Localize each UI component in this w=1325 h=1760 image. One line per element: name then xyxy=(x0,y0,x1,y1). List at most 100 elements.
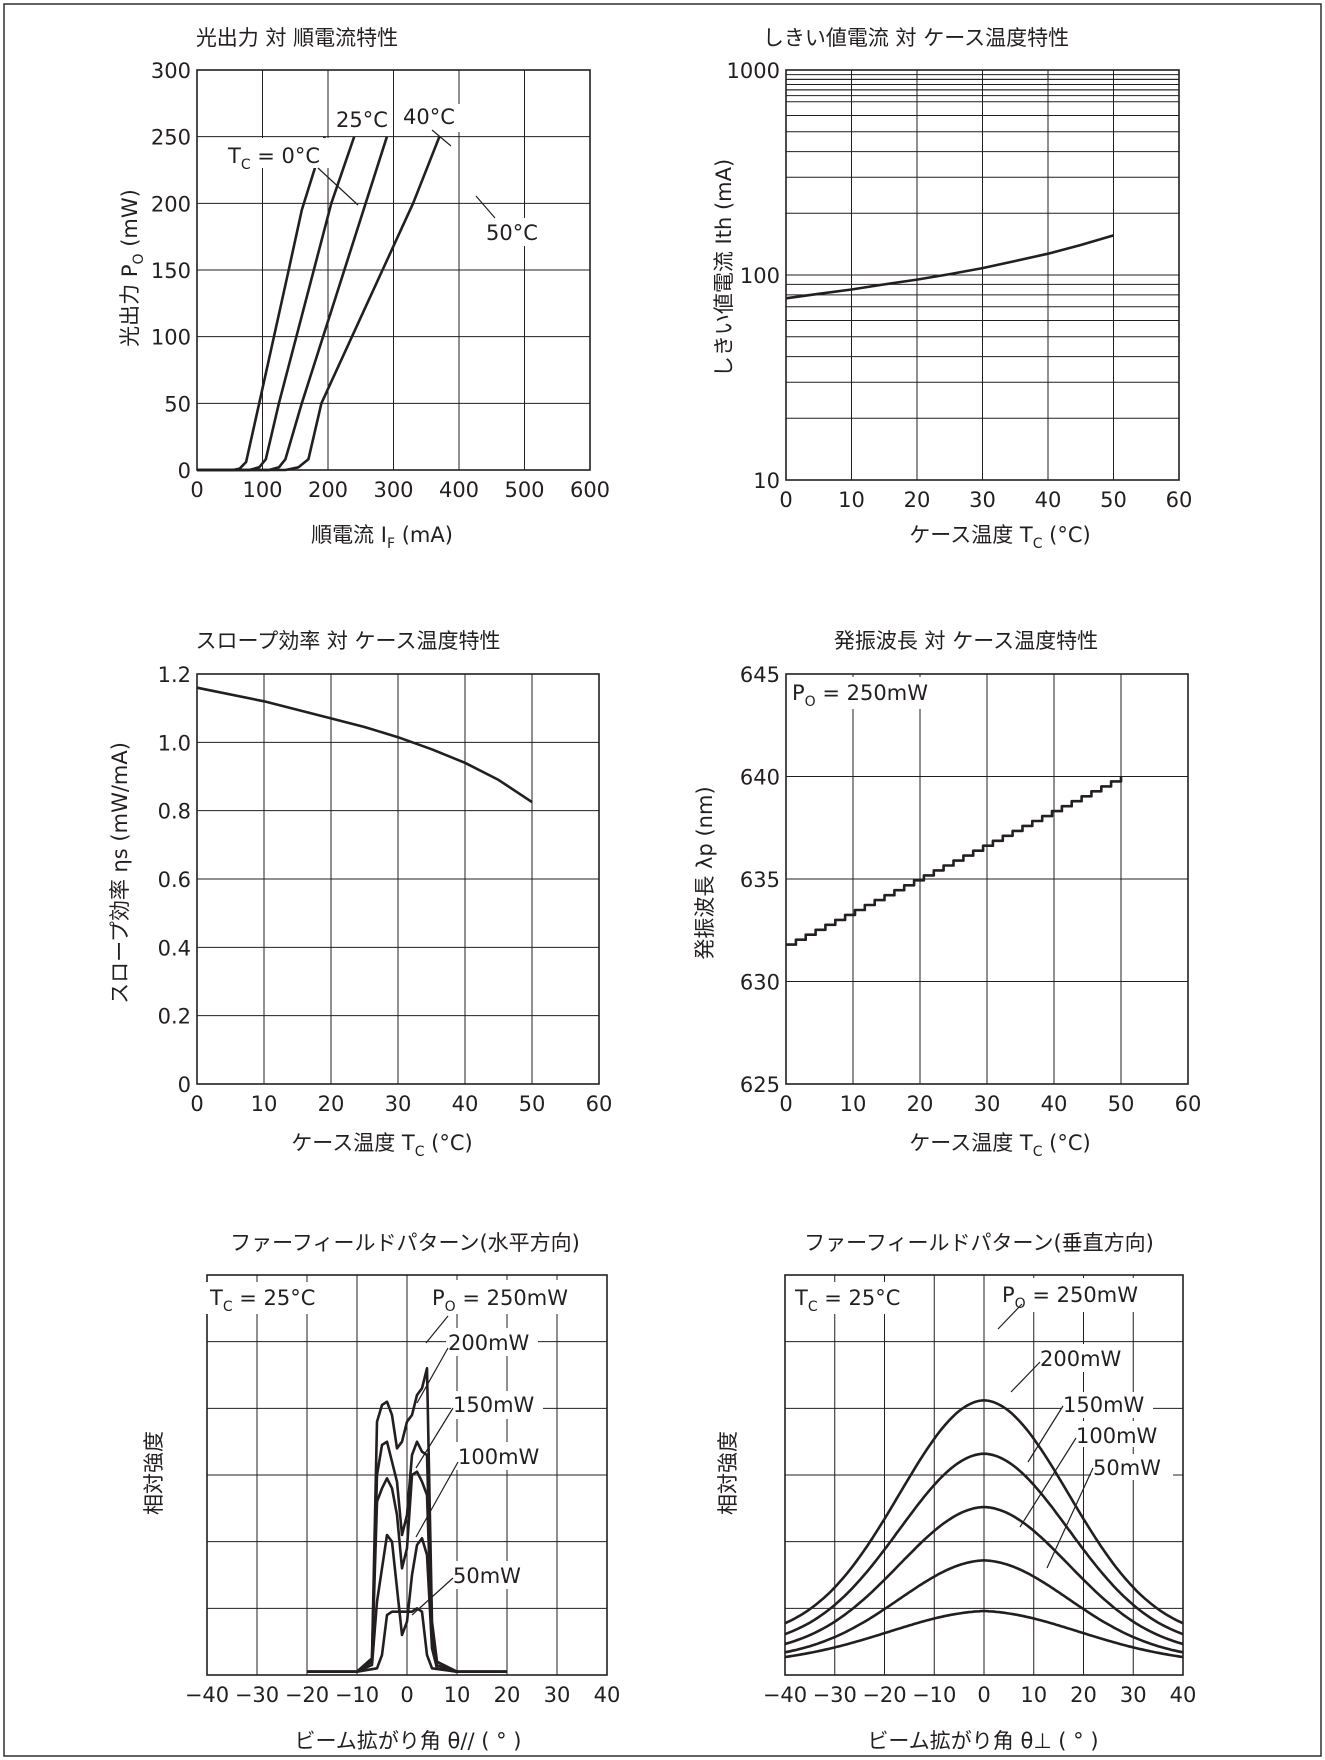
y-tick-label: 0 xyxy=(178,1073,191,1097)
leader-250mw xyxy=(425,1315,449,1344)
chart-title: スロープ効率 対 ケース温度特性 xyxy=(195,629,500,653)
x-tick-label: 50 xyxy=(519,1092,546,1116)
y-tick-label: 150 xyxy=(151,259,191,283)
x-tick-label: 400 xyxy=(439,478,479,502)
x-tick-label: 500 xyxy=(504,478,544,502)
y-tick-label: 1000 xyxy=(727,59,780,83)
leader-40c xyxy=(431,129,452,147)
leader-100mw xyxy=(1019,1437,1077,1528)
x-axis-label: ビーム拡がり角 θ⊥ ( ° ) xyxy=(867,1729,1098,1753)
chart-far-field-pattern-horizontal: ファーフィールドパターン(水平方向) −40 −30 −20 −10 0 10 20 30 40… xyxy=(142,1231,620,1753)
condition-tc-label: TC = 25°C xyxy=(209,1286,315,1315)
chart-wavelength-vs-case-temperature: 発振波長 対 ケース温度特性 0 10 20 30 40 50 60 625 630 635 640… xyxy=(693,629,1201,1160)
x-tick-label: −20 xyxy=(285,1683,329,1707)
condition-tc-label: TC = 25°C xyxy=(794,1286,900,1315)
series-curve-wavelength xyxy=(786,776,1123,946)
x-tick-label: 0 xyxy=(190,1092,203,1116)
x-tick-label: −10 xyxy=(912,1683,956,1707)
x-tick-label: 200 xyxy=(308,478,348,502)
y-tick-label: 0.6 xyxy=(158,868,191,892)
x-tick-label: 100 xyxy=(242,478,282,502)
y-tick-label: 0.2 xyxy=(158,1005,191,1029)
condition-label: PO = 250mW xyxy=(792,681,928,710)
x-tick-label: 40 xyxy=(1035,488,1062,512)
series-label-50mw: 50mW xyxy=(1093,1456,1161,1480)
x-tick-label: 10 xyxy=(840,1092,867,1116)
leader-200mw xyxy=(416,1347,449,1404)
x-axis-label: 順電流 IF (mA) xyxy=(311,523,453,552)
series-curve-25°C xyxy=(197,136,356,472)
series-label-50c: 50°C xyxy=(486,221,538,245)
leader-50mw xyxy=(1046,1467,1094,1569)
leader-150mw xyxy=(1027,1405,1064,1463)
y-axis-label: スロープ効率 ηs (mW/mA) xyxy=(108,742,132,1004)
y-tick-label: 10 xyxy=(753,469,780,493)
x-tick-label: 20 xyxy=(318,1092,345,1116)
series-label-200mw: 200mW xyxy=(448,1331,530,1355)
chart-threshold-current-vs-case-temperature: しきい値電流 対 ケース温度特性 0 10 20 30 40 50 60101001000 … xyxy=(712,26,1192,552)
series-label-150mw: 150mW xyxy=(453,1393,535,1417)
sheet-border xyxy=(3,3,1322,1757)
chart-optical-output-vs-forward-current: 光出力 対 順電流特性 0 100 200 300 400 500 600 0 50 100 150… xyxy=(118,26,610,552)
series-label-40c: 40°C xyxy=(403,105,455,129)
series-label-25c: 25°C xyxy=(336,108,388,132)
series-curve-50°C xyxy=(197,136,441,472)
y-axis-label: しきい値電流 Ith (mA) xyxy=(712,159,736,377)
x-tick-label: −20 xyxy=(862,1683,906,1707)
x-tick-label: 40 xyxy=(1170,1683,1197,1707)
x-tick-label: 50 xyxy=(1108,1092,1135,1116)
x-tick-label: −30 xyxy=(235,1683,279,1707)
x-tick-label: 0 xyxy=(977,1683,990,1707)
x-tick-label: 20 xyxy=(907,1092,934,1116)
leader-0c xyxy=(317,167,359,206)
y-tick-label: 0 xyxy=(178,459,191,483)
series-curve-200mW xyxy=(784,1452,1184,1636)
series-curve-250mW xyxy=(784,1399,1184,1625)
chart-title: 光出力 対 順電流特性 xyxy=(196,26,398,50)
x-tick-label: 30 xyxy=(969,488,996,512)
chart-slope-efficiency-vs-case-temperature: スロープ効率 対 ケース温度特性 0 10 20 30 40 50 60 0 0.2 0.4 0.6… xyxy=(108,629,612,1160)
leader-100mw xyxy=(415,1461,459,1538)
y-tick-label: 250 xyxy=(151,126,191,150)
plot-frame xyxy=(785,69,1180,481)
chart-far-field-pattern-vertical: ファーフィールドパターン(垂直方向) −40 −30 −20 −10 0 10 20 30 40… xyxy=(716,1231,1196,1753)
plot-frame xyxy=(206,1274,608,1676)
x-tick-label: 30 xyxy=(974,1092,1001,1116)
x-tick-label: 30 xyxy=(1120,1683,1147,1707)
y-tick-label: 625 xyxy=(740,1073,780,1097)
series-label-0c: TC = 0°C xyxy=(227,144,320,173)
x-axis-label: ビーム拡がり角 θ// ( ° ) xyxy=(295,1729,522,1753)
plot-frame xyxy=(196,673,600,1085)
y-tick-label: 100 xyxy=(740,264,780,288)
y-tick-label: 1.0 xyxy=(158,731,191,755)
x-tick-label: 50 xyxy=(1100,488,1127,512)
x-tick-label: 20 xyxy=(904,488,931,512)
y-tick-label: 200 xyxy=(151,192,191,216)
x-tick-label: 10 xyxy=(1020,1683,1047,1707)
chart-title: 発振波長 対 ケース温度特性 xyxy=(834,629,1098,653)
x-tick-label: 60 xyxy=(586,1092,613,1116)
y-axis-label: 発振波長 λp (nm) xyxy=(693,786,717,959)
series-curve-100mW xyxy=(784,1559,1184,1654)
series-curve-100mW xyxy=(307,1533,507,1673)
y-axis-label: 相対強度 xyxy=(142,1431,166,1515)
plot-frame xyxy=(785,673,1189,1085)
y-axis-label: 光出力 PO (mW) xyxy=(118,189,147,347)
series-curve xyxy=(196,686,533,804)
x-tick-label: 40 xyxy=(594,1683,621,1707)
series-curve-40°C xyxy=(197,136,389,472)
y-tick-label: 1.2 xyxy=(158,663,191,687)
leader-50mw xyxy=(411,1577,454,1616)
series-curve-50mW xyxy=(307,1607,507,1673)
plot-frame xyxy=(784,1274,1184,1676)
x-tick-label: 10 xyxy=(444,1683,471,1707)
x-tick-label: 30 xyxy=(544,1683,571,1707)
x-axis-label: ケース温度 TC (°C) xyxy=(291,1131,472,1160)
x-tick-label: 10 xyxy=(251,1092,278,1116)
series-label-150mw: 150mW xyxy=(1063,1393,1145,1417)
x-tick-label: −30 xyxy=(813,1683,857,1707)
x-tick-label: 0 xyxy=(779,1092,792,1116)
x-tick-label: 0 xyxy=(779,488,792,512)
x-tick-label: 40 xyxy=(452,1092,479,1116)
